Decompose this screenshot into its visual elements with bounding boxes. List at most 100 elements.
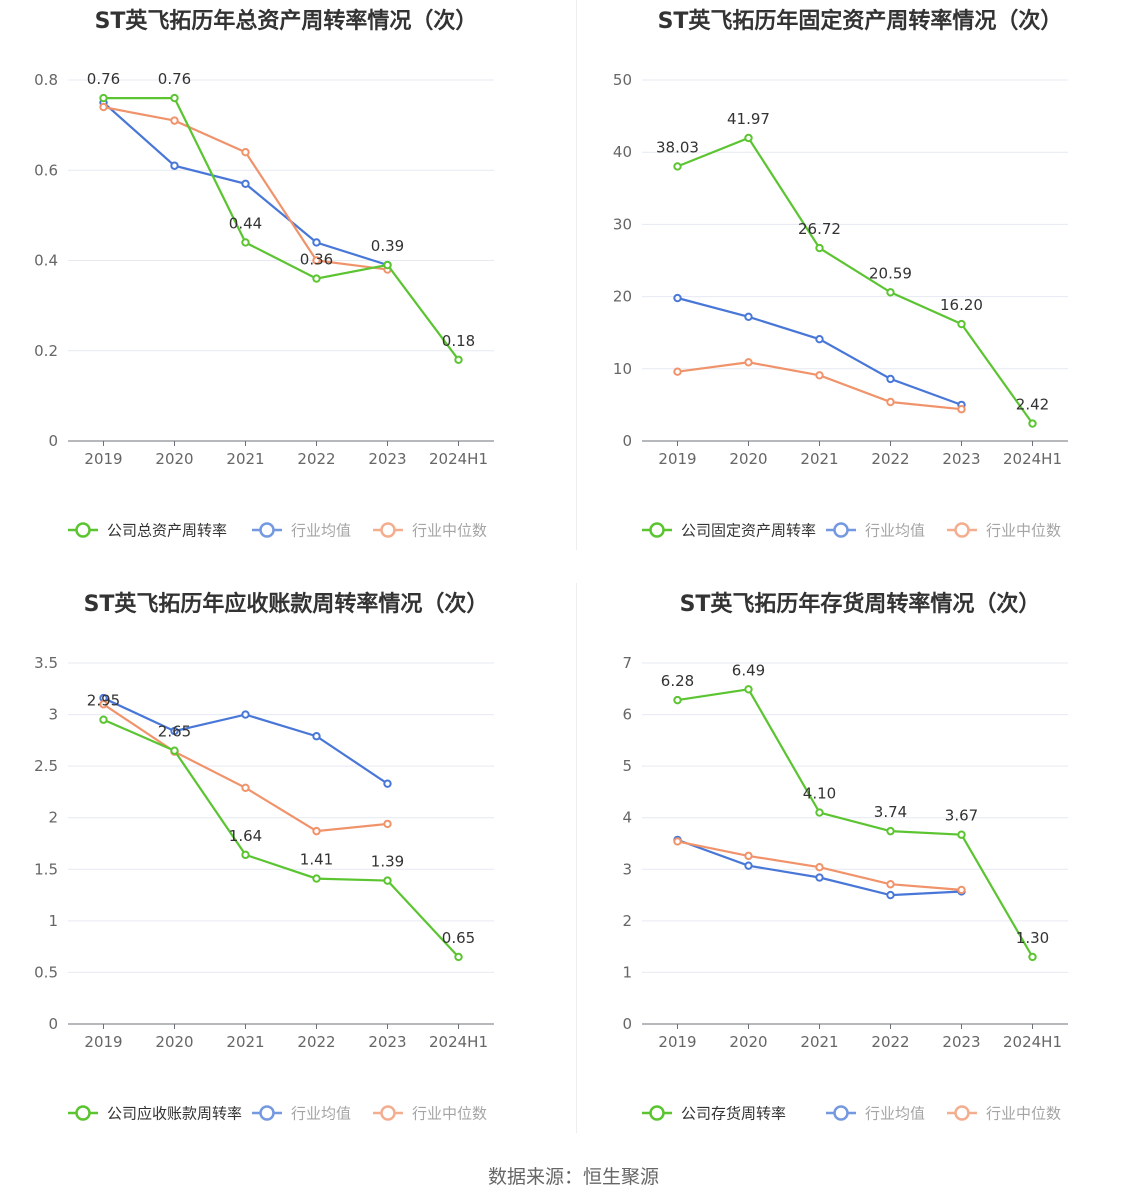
data-point-avg[interactable] xyxy=(673,293,682,303)
data-point-median[interactable] xyxy=(312,256,321,265)
data-point-median[interactable] xyxy=(957,885,966,895)
y-tick-label: 2 xyxy=(622,912,632,930)
data-point-avg[interactable] xyxy=(744,861,753,870)
x-tick-label: 2023 xyxy=(942,450,980,468)
legend-item-avg[interactable]: 行业均值 xyxy=(252,1105,351,1123)
legend-item-median[interactable]: 行业中位数 xyxy=(947,522,1061,540)
data-point-avg[interactable] xyxy=(241,710,250,719)
y-tick-label: 2 xyxy=(48,809,58,827)
data-point-median[interactable] xyxy=(744,851,753,861)
data-point-median[interactable] xyxy=(170,116,179,125)
legend-item-company[interactable]: 公司应收账款周转率 xyxy=(68,1105,242,1123)
data-point-company[interactable] xyxy=(673,695,682,705)
data-point-median[interactable] xyxy=(312,826,321,836)
legend-item-avg[interactable]: 行业均值 xyxy=(826,1105,925,1123)
data-point-median[interactable] xyxy=(241,783,250,793)
data-point-company[interactable] xyxy=(673,162,682,171)
legend-item-avg[interactable]: 行业均值 xyxy=(826,522,925,540)
data-point-company[interactable] xyxy=(170,93,179,103)
data-point-company[interactable] xyxy=(886,826,895,836)
data-point-median[interactable] xyxy=(886,397,895,407)
data-point-avg[interactable] xyxy=(170,161,179,170)
legend-item-avg[interactable]: 行业均值 xyxy=(252,522,351,540)
data-point-avg[interactable] xyxy=(241,179,250,188)
data-label: 0.18 xyxy=(442,332,475,350)
data-point-company[interactable] xyxy=(99,715,108,724)
data-point-avg[interactable] xyxy=(886,890,895,900)
data-point-company[interactable] xyxy=(312,874,321,883)
data-point-company[interactable] xyxy=(1028,952,1037,962)
data-point-median[interactable] xyxy=(744,358,753,367)
y-tick-label: 50 xyxy=(613,71,632,89)
chart-title: ST英飞拓历年应收账款周转率情况（次） xyxy=(84,591,489,617)
data-point-company[interactable] xyxy=(454,952,463,962)
data-point-median[interactable] xyxy=(815,863,824,872)
data-label: 0.44 xyxy=(229,214,262,232)
data-label: 1.30 xyxy=(1016,929,1049,947)
legend-item-company[interactable]: 公司总资产周转率 xyxy=(68,522,227,540)
legend-label: 行业中位数 xyxy=(412,522,487,540)
data-point-median[interactable] xyxy=(673,837,682,846)
data-point-company[interactable] xyxy=(815,808,824,817)
x-tick-label: 2023 xyxy=(368,1033,406,1051)
legend-item-median[interactable]: 行业中位数 xyxy=(947,1105,1061,1123)
data-point-median[interactable] xyxy=(673,367,682,376)
y-tick-label: 1 xyxy=(622,963,632,981)
y-tick-label: 5 xyxy=(622,757,632,775)
data-label: 2.65 xyxy=(158,723,191,741)
legend-item-company[interactable]: 公司固定资产周转率 xyxy=(642,522,816,540)
data-point-median[interactable] xyxy=(886,880,895,889)
data-point-avg[interactable] xyxy=(383,779,392,788)
legend-item-median[interactable]: 行业中位数 xyxy=(373,522,487,540)
data-point-company[interactable] xyxy=(886,288,895,297)
data-point-company[interactable] xyxy=(957,830,966,839)
chart-receivables-turnover: ST英飞拓历年应收账款周转率情况（次） 0 0.5 1 1.5 2 2.5 3 3.5 2019 2… xyxy=(34,591,494,1123)
data-point-company[interactable] xyxy=(383,876,392,885)
data-label: 1.41 xyxy=(300,851,333,869)
legend-marker-icon xyxy=(259,522,275,538)
series-line-company xyxy=(677,688,1034,958)
legend-label: 公司应收账款周转率 xyxy=(107,1105,242,1123)
legend-label: 行业中位数 xyxy=(986,1105,1061,1123)
data-point-avg[interactable] xyxy=(170,726,179,736)
data-point-avg[interactable] xyxy=(312,238,321,247)
data-point-company[interactable] xyxy=(241,850,250,860)
data-point-avg[interactable] xyxy=(886,374,895,384)
legend-marker-icon xyxy=(75,522,91,538)
legend-label: 行业均值 xyxy=(291,1105,351,1123)
data-point-median[interactable] xyxy=(99,102,108,112)
data-label: 4.10 xyxy=(803,785,836,803)
data-point-company[interactable] xyxy=(241,238,250,247)
data-point-company[interactable] xyxy=(815,243,824,253)
data-point-company[interactable] xyxy=(170,746,179,755)
data-point-median[interactable] xyxy=(383,819,392,829)
data-point-avg[interactable] xyxy=(815,334,824,344)
legend-item-company[interactable]: 公司存货周转率 xyxy=(642,1105,786,1123)
chart-total-asset-turnover: ST英飞拓历年总资产周转率情况（次） 0 0.2 0.4 0.6 0.8 2019 2020 2… xyxy=(34,8,494,540)
data-point-company[interactable] xyxy=(744,685,753,694)
series-line-company xyxy=(677,136,1034,425)
x-tick-label: 2024H1 xyxy=(1003,1033,1062,1051)
data-point-company[interactable] xyxy=(312,274,321,283)
data-point-company[interactable] xyxy=(1028,419,1037,428)
y-tick-label: 0 xyxy=(622,1015,632,1033)
data-label: 2.42 xyxy=(1016,396,1049,414)
data-point-company[interactable] xyxy=(99,93,108,103)
data-point-median[interactable] xyxy=(815,371,824,380)
y-tick-label: 1 xyxy=(48,912,58,930)
panel-divider-bottom xyxy=(576,583,577,1133)
data-point-avg[interactable] xyxy=(312,732,321,741)
data-label: 16.20 xyxy=(940,296,983,314)
data-point-median[interactable] xyxy=(957,405,966,414)
legend-label: 公司存货周转率 xyxy=(681,1105,786,1123)
data-point-median[interactable] xyxy=(99,700,108,709)
data-point-company[interactable] xyxy=(957,319,966,329)
legend-item-median[interactable]: 行业中位数 xyxy=(373,1105,487,1123)
data-point-median[interactable] xyxy=(241,148,250,157)
x-tick-label: 2022 xyxy=(871,450,909,468)
data-point-avg[interactable] xyxy=(815,873,824,882)
data-point-company[interactable] xyxy=(744,133,753,143)
data-point-company[interactable] xyxy=(383,260,392,270)
data-point-company[interactable] xyxy=(454,355,463,364)
data-point-avg[interactable] xyxy=(744,312,753,322)
